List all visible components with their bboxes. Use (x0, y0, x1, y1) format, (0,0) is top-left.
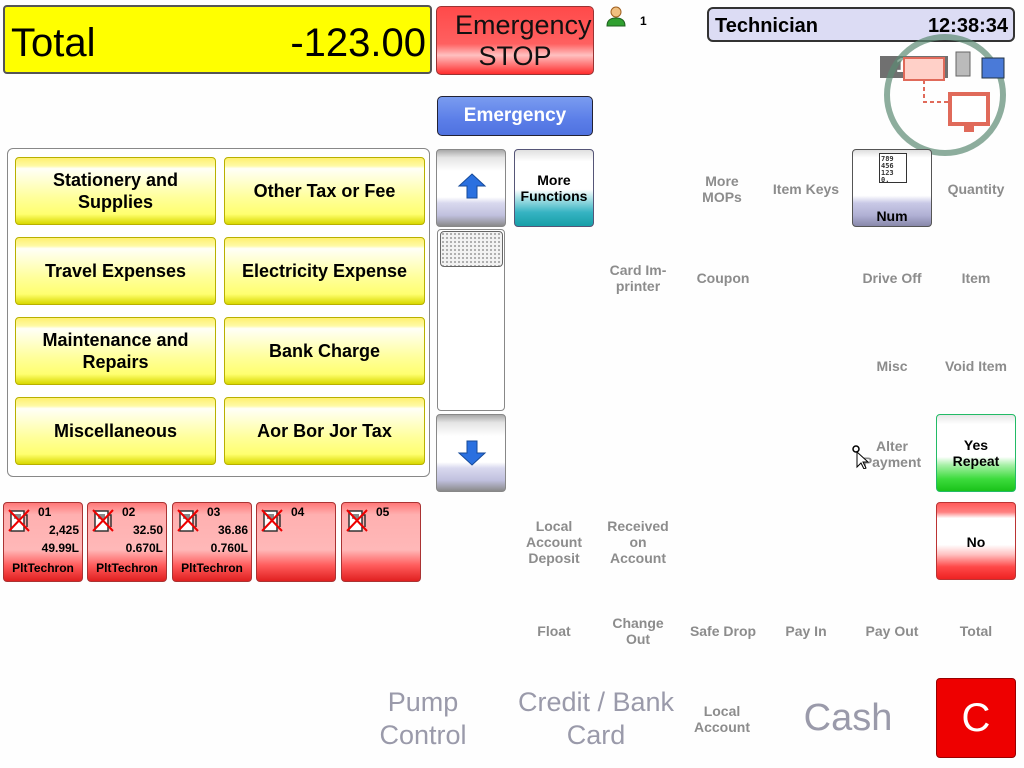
category-button[interactable]: Maintenance and Repairs (15, 317, 216, 385)
pump-amount: 32.50 (132, 523, 163, 537)
item-button[interactable]: Item (961, 270, 991, 286)
yes-repeat-button[interactable]: Yes Repeat (936, 414, 1016, 492)
pump-disabled-icon (177, 509, 199, 532)
total-button[interactable]: Total (959, 623, 993, 639)
pump-04[interactable]: 04 (256, 502, 336, 582)
pump-number: 02 (122, 505, 136, 519)
svg-text:123: 123 (881, 169, 894, 177)
scroll-thumb[interactable] (440, 231, 503, 267)
network-status-icon[interactable] (882, 32, 1008, 158)
pump-amount: 2,425 (48, 523, 79, 537)
pump-grade: PltTechron (181, 561, 243, 575)
scroll-down-arrow-icon (457, 440, 487, 466)
void-item-button[interactable]: Void Item (945, 358, 1007, 374)
num-label: Num (876, 208, 908, 224)
pump-number: 05 (376, 505, 390, 519)
pay-out-button[interactable]: Pay Out (865, 623, 919, 639)
category-button[interactable]: Aor Bor Jor Tax (224, 397, 425, 465)
pump-number: 04 (291, 505, 305, 519)
alter-payment-button[interactable]: Alter Payment (862, 438, 922, 470)
pay-in-button[interactable]: Pay In (785, 623, 827, 639)
status-number: 1 (896, 55, 908, 77)
change-out-button[interactable]: Change Out (612, 615, 664, 647)
clear-button[interactable]: C (936, 678, 1016, 758)
category-button[interactable]: Bank Charge (224, 317, 425, 385)
svg-text:0.: 0. (881, 176, 889, 183)
category-button[interactable]: Stationery and Supplies (15, 157, 216, 225)
pump-02[interactable]: 02 32.50 0.670L PltTechron (87, 502, 167, 582)
emergency-stop-label: Emergency STOP (455, 10, 592, 71)
pump-number: 01 (38, 505, 52, 519)
scroll-up-arrow-icon (457, 173, 487, 199)
num-button[interactable]: 789 456 123 0. Num (852, 149, 932, 227)
pump-volume: 0.670L (125, 541, 163, 555)
pump-volume: 49.99L (41, 541, 79, 555)
user-count: 1 (640, 14, 647, 28)
drive-off-button[interactable]: Drive Off (862, 270, 922, 286)
total-label: Total (11, 21, 96, 65)
pump-disabled-icon (346, 509, 368, 532)
card-imprinter-button[interactable]: Card Im- printer (609, 262, 667, 294)
pump-control-button[interactable]: Pump Control (379, 687, 467, 750)
pump-05[interactable]: 05 (341, 502, 421, 582)
pump-03[interactable]: 03 36.86 0.760L PltTechron (172, 502, 252, 582)
scroll-up-button[interactable] (436, 149, 506, 227)
pump-grade: PltTechron (12, 561, 74, 575)
mouse-pointer-icon (852, 445, 870, 469)
svg-text:789: 789 (881, 155, 894, 163)
float-button[interactable]: Float (537, 623, 571, 639)
local-account-deposit-button[interactable]: Local Account Deposit (526, 518, 582, 566)
total-display: Total -123.00 (3, 5, 432, 74)
clock-time: 12:38:34 (927, 15, 1008, 37)
emergency-stop-button[interactable]: Emergency STOP (436, 6, 594, 75)
category-button[interactable]: Other Tax or Fee (224, 157, 425, 225)
operator-name: Technician (715, 15, 818, 37)
item-keys-button[interactable]: Item Keys (772, 181, 840, 197)
pump-amount: 36.86 (217, 523, 248, 537)
pump-disabled-icon (92, 509, 114, 532)
category-button[interactable]: Electricity Expense (224, 237, 425, 305)
user-icon (606, 6, 626, 27)
more-functions-button[interactable]: More Functions (514, 149, 594, 227)
category-button[interactable]: Travel Expenses (15, 237, 216, 305)
quantity-button[interactable]: Quantity (947, 181, 1005, 197)
pump-number: 03 (207, 505, 221, 519)
more-functions-label: More Functions (520, 172, 588, 204)
credit-bank-card-button[interactable]: Credit / Bank Card (517, 687, 675, 750)
pump-volume: 0.760L (210, 541, 248, 555)
no-button[interactable]: No (936, 502, 1016, 580)
yes-repeat-label: Yes Repeat (952, 437, 1000, 469)
category-button[interactable]: Miscellaneous (15, 397, 216, 465)
total-value: -123.00 (290, 21, 426, 65)
cash-button[interactable]: Cash (803, 697, 893, 739)
operator-panel: Technician 12:38:34 (707, 7, 1015, 42)
tab-emergency[interactable]: Emergency (437, 96, 593, 136)
local-account-button[interactable]: Local Account (694, 703, 750, 735)
misc-button[interactable]: Misc (876, 358, 908, 374)
pump-grade: PltTechron (96, 561, 158, 575)
pump-disabled-icon (261, 509, 283, 532)
coupon-button[interactable]: Coupon (696, 270, 750, 286)
scroll-down-button[interactable] (436, 414, 506, 492)
more-mops-button[interactable]: More MOPs (702, 173, 742, 205)
safe-drop-button[interactable]: Safe Drop (689, 623, 757, 639)
received-on-account-button[interactable]: Received on Account (607, 518, 669, 566)
pump-01[interactable]: 01 2,425 49.99L PltTechron (3, 502, 83, 582)
svg-text:456: 456 (881, 162, 894, 170)
pump-disabled-icon (8, 509, 30, 532)
